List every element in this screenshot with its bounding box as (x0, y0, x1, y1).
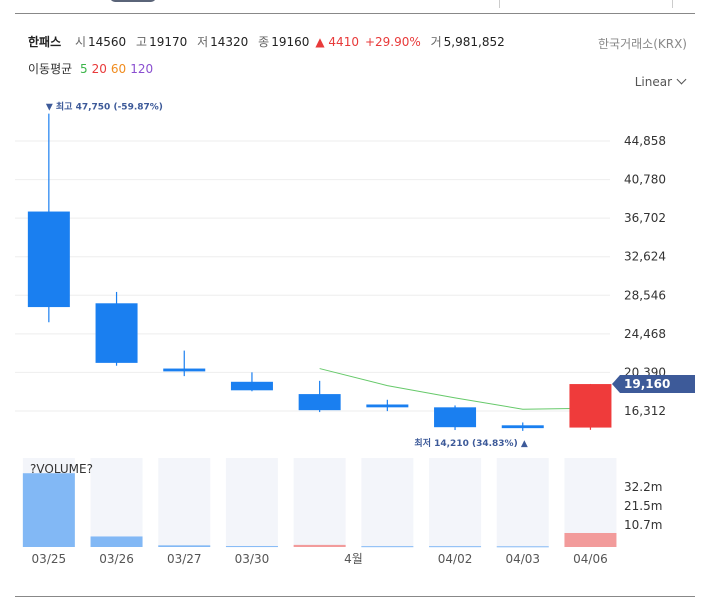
volume-bar (293, 544, 346, 547)
candle-body (163, 368, 206, 372)
date-tick-label: 03/25 (32, 552, 67, 566)
open-value: 14560 (88, 35, 127, 49)
ma-120[interactable]: 120 (130, 62, 154, 76)
moving-average-legend: 이동평균 5 20 60 120 (28, 60, 157, 77)
high-annotation: ▼ 최고 47,750 (-59.87%) (46, 101, 163, 113)
stock-name: 한패스 (28, 35, 62, 49)
date-tick-label: 04/06 (573, 552, 608, 566)
price-tick-label: 24,468 (624, 327, 666, 341)
date-tick-label: 04/02 (438, 552, 473, 566)
date-tick-label: 03/27 (167, 552, 202, 566)
date-tick-label: 03/30 (235, 552, 270, 566)
change-pct: +29.90% (364, 35, 421, 49)
volume-value: 5,981,852 (443, 35, 505, 49)
divider (15, 13, 695, 14)
volume-tick-label: 21.5m (624, 499, 662, 513)
close-value: 19160 (271, 35, 310, 49)
scale-dropdown[interactable]: Linear (634, 74, 687, 89)
volume-slot-bg (496, 458, 549, 547)
volume-bar (90, 536, 143, 547)
candle-body (501, 425, 544, 429)
volume-bar (496, 546, 549, 548)
candle-body (298, 394, 341, 411)
volume-slot-bg (361, 458, 414, 547)
scale-label: Linear (634, 75, 672, 89)
price-tick-label: 36,702 (624, 211, 666, 225)
current-price-tag (612, 375, 695, 394)
volume-panel: ?VOLUME? (22, 458, 617, 548)
tab-indicator[interactable] (110, 0, 156, 2)
volume-slot-bg (225, 458, 278, 547)
volume-tick-label: 32.2m (624, 480, 662, 494)
date-axis: 03/25 03/26 03/27 03/30 4월 04/02 04/03 04/06 (32, 552, 608, 566)
quote-summary: 한패스 시 14560 고 19170 저 14320 종 19160 ▲ 4410 +29… (28, 33, 511, 50)
price-tick-label: 16,312 (624, 404, 666, 418)
volume-bar (564, 532, 617, 547)
change-value: ▲ 4410 (315, 35, 359, 49)
volume-axis: 32.2m 21.5m 10.7m (624, 480, 662, 532)
ma-20[interactable]: 20 (91, 62, 107, 76)
divider (499, 0, 500, 8)
date-tick-label: 04/03 (505, 552, 540, 566)
ma5-polyline (319, 368, 591, 410)
volume-bar (22, 473, 75, 547)
volume-slot-bg (564, 458, 617, 547)
volume-title: ?VOLUME? (30, 462, 93, 476)
low-value: 14320 (210, 35, 249, 49)
candle-body (230, 381, 273, 391)
candle-body (434, 407, 477, 428)
candle-body (366, 404, 409, 408)
low-annotation: 최저 14,210 (34.83%) ▲ (414, 437, 527, 449)
price-tick-label: 44,858 (624, 134, 666, 148)
ma5-line (319, 368, 591, 410)
divider (15, 596, 695, 597)
volume-label: 거 (430, 35, 442, 49)
volume-slot-bg (293, 458, 346, 547)
top-bar (0, 0, 713, 14)
ma-5[interactable]: 5 (80, 62, 88, 76)
volume-bar (158, 545, 211, 547)
volume-bar (429, 546, 482, 548)
open-label: 시 (74, 35, 86, 49)
volume-tick-label: 10.7m (624, 518, 662, 532)
date-tick-label: 03/26 (99, 552, 134, 566)
volume-bar (361, 546, 414, 548)
volume-bar (225, 546, 278, 548)
candle-body (27, 211, 70, 308)
exchange-name: 한국거래소(KRX) (598, 37, 687, 51)
candles (27, 113, 612, 431)
price-tick-label: 32,624 (624, 250, 666, 264)
ma-60[interactable]: 60 (110, 62, 127, 76)
volume-slot-bg (429, 458, 482, 547)
candle-body (95, 303, 138, 363)
close-label: 종 (258, 35, 270, 49)
volume-slot-bg (90, 458, 143, 547)
price-tick-label: 40,780 (624, 173, 666, 187)
price-gridlines (15, 140, 610, 412)
divider (672, 0, 673, 8)
ma-label: 이동평균 (28, 62, 73, 76)
candle-body (569, 384, 612, 428)
low-label: 저 (197, 35, 209, 49)
high-label: 고 (136, 35, 148, 49)
annotations: ▼ 최고 47,750 (-59.87%) 최저 14,210 (34.83%) … (46, 101, 528, 449)
current-price-label: 19,160 (624, 377, 670, 391)
date-tick-label: 4월 (344, 552, 363, 566)
price-axis: 44,85840,78036,70232,62428,54624,46820,3… (612, 134, 695, 418)
price-tick-label: 28,546 (624, 288, 666, 302)
volume-slot-bg (158, 458, 211, 547)
high-value: 19170 (149, 35, 188, 49)
